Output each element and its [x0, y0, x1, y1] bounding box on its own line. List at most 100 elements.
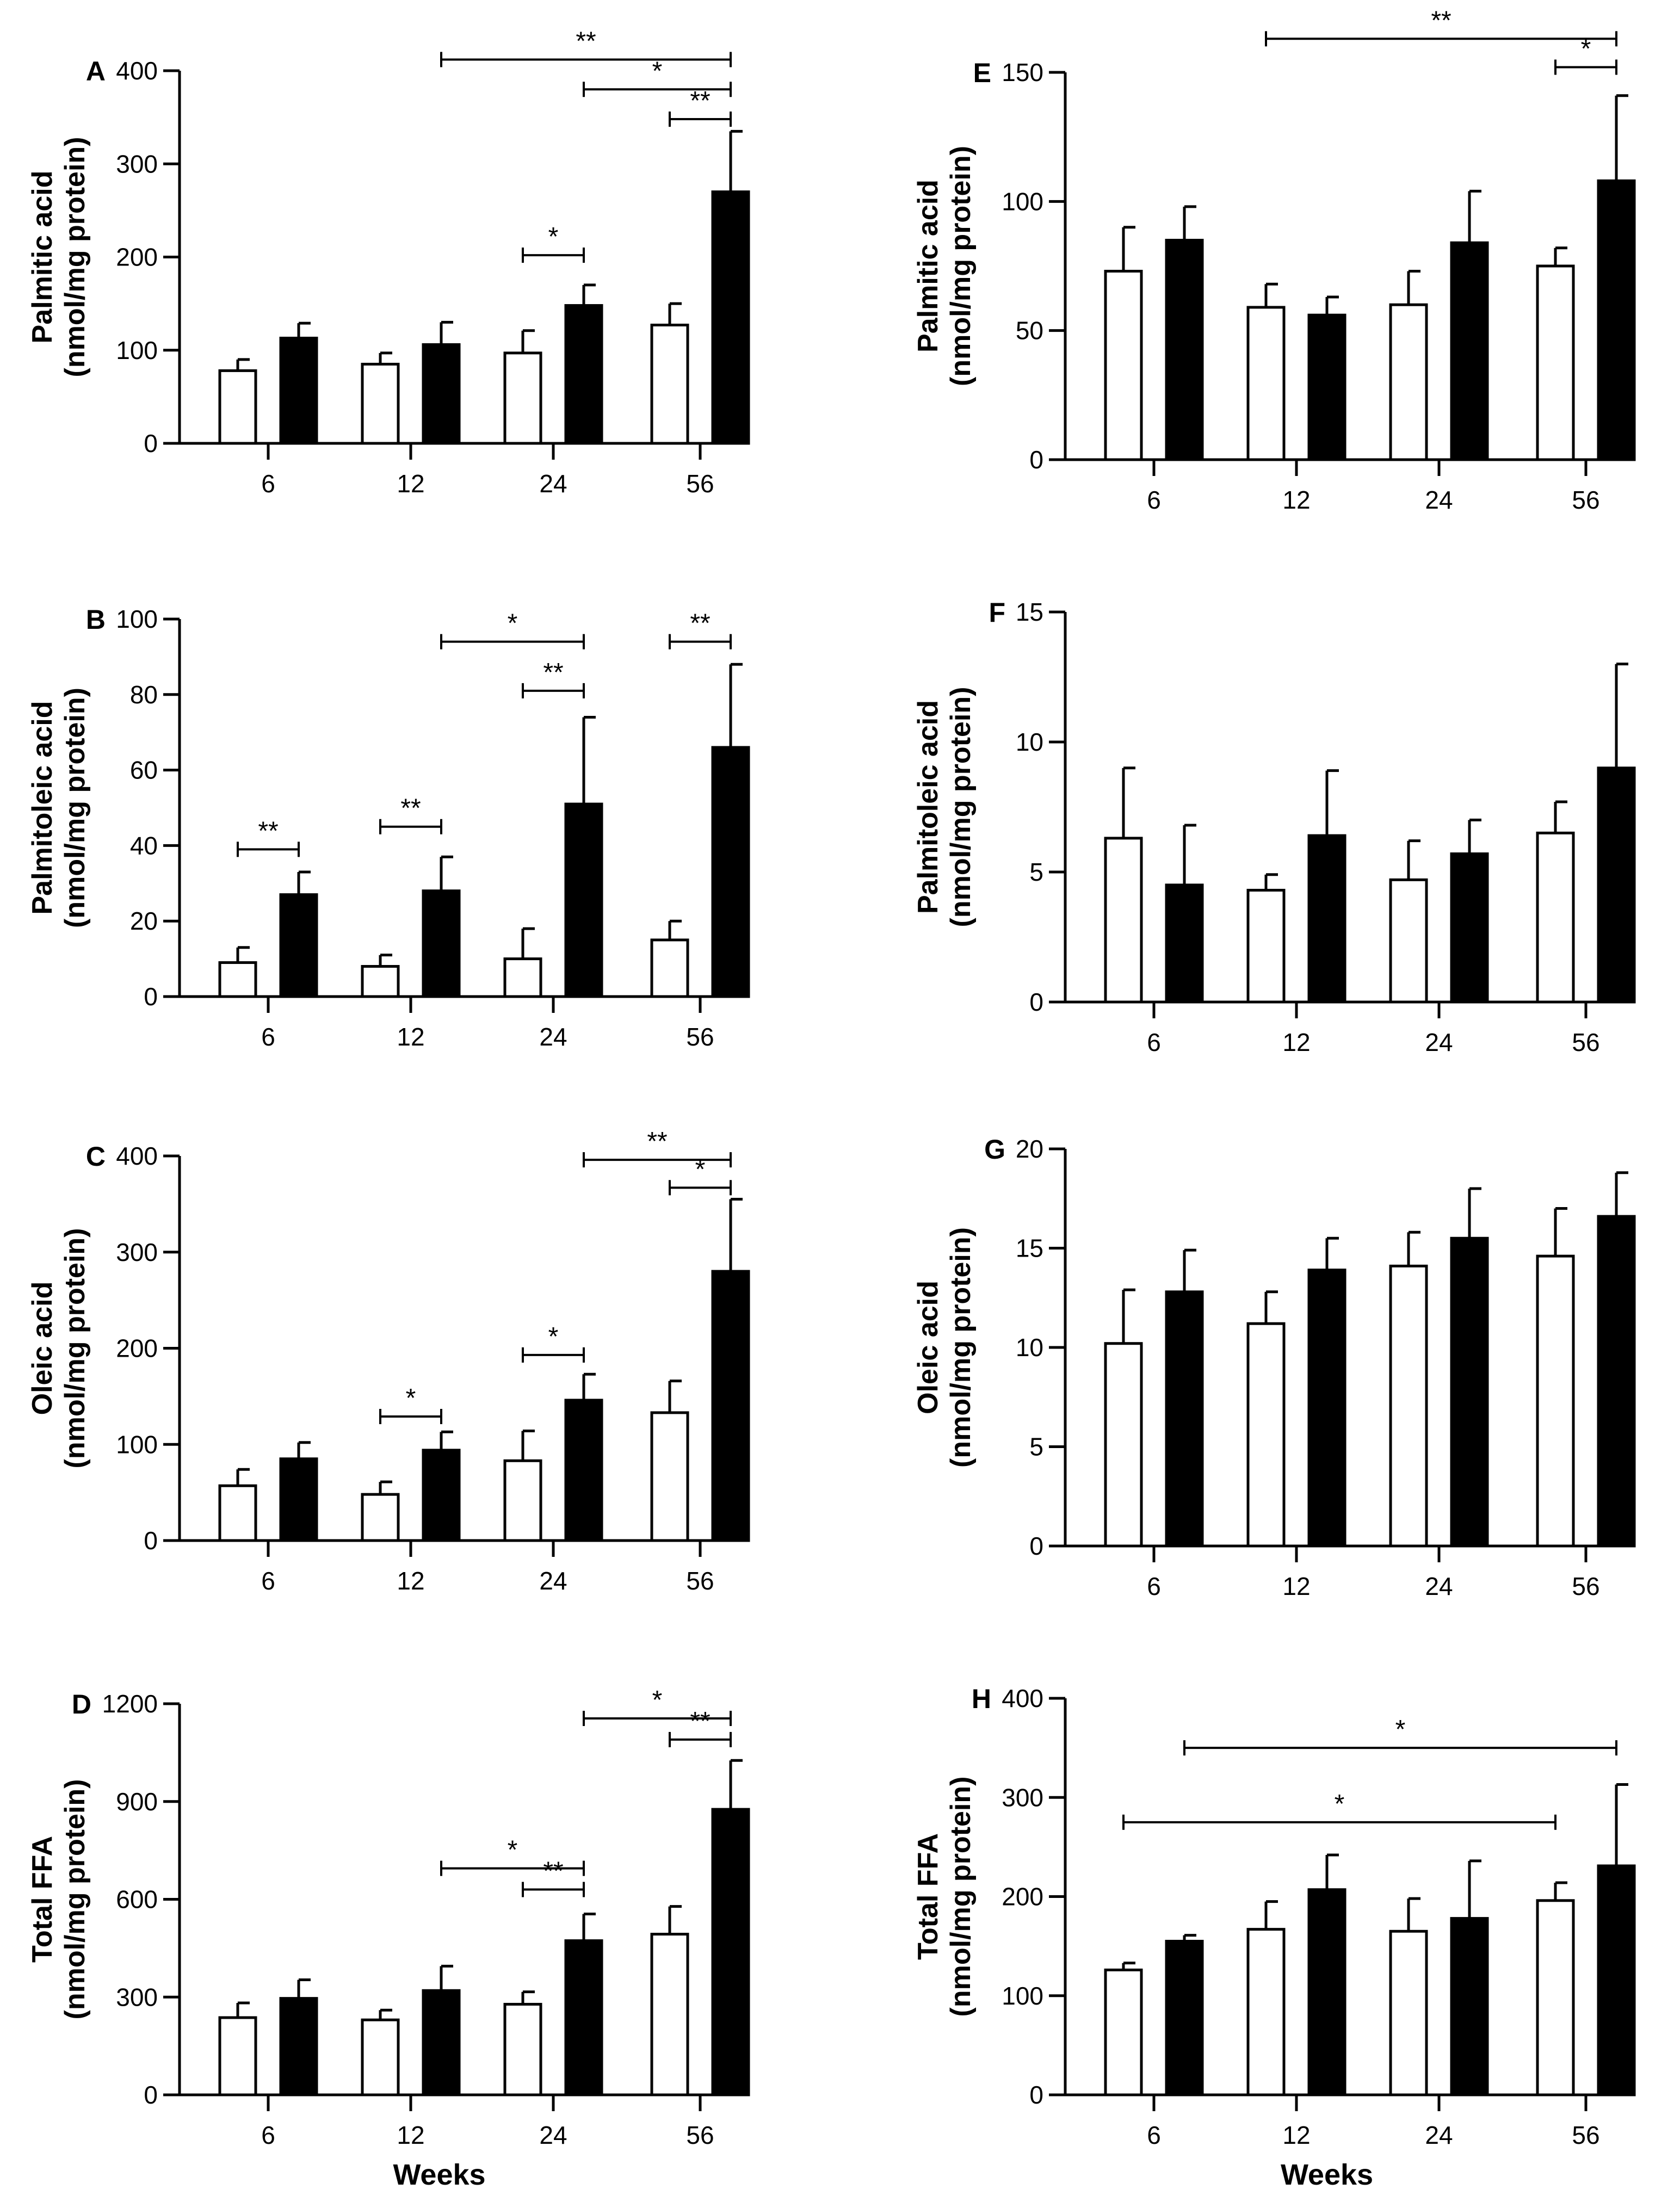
bar-f-treated-week-12 — [1307, 834, 1347, 1004]
x-tick-label-g: 12 — [1282, 1572, 1310, 1600]
x-tick-label-c: 6 — [261, 1567, 275, 1595]
panel-e: 0 50 100 150 E Palmitic acid (nmol/mg protein)… — [912, 6, 1636, 514]
panel-h: 0 100 200 300 400 H Total FFA (nmol/mg protein)… — [912, 1684, 1636, 2191]
y-tick-label-d: 0 — [144, 2081, 158, 2109]
panel-letter-h: H — [972, 1684, 991, 1714]
y-tick-label-b: 0 — [144, 982, 158, 1011]
bar-a-treated-week-56 — [711, 190, 750, 445]
y-tick-label-h: 100 — [1002, 1982, 1043, 2010]
x-tick-label-b: 24 — [539, 1023, 567, 1051]
bar-d-control-week-6 — [218, 2016, 257, 2096]
bar-g-control-week-12 — [1246, 1322, 1286, 1548]
x-tick-label-f: 24 — [1425, 1028, 1453, 1056]
y-tick-label-f: 5 — [1029, 858, 1043, 886]
bar-a-treated-week-6 — [279, 336, 318, 445]
panel-letter-e: E — [973, 58, 991, 88]
panel-b: 0 20 40 60 80 100 B Palmitoleic acid (nmol/mg pr… — [27, 604, 750, 1051]
x-tick-label-g: 6 — [1147, 1572, 1161, 1600]
bar-c-control-week-12 — [361, 1493, 400, 1542]
panel-letter-c: C — [86, 1141, 106, 1172]
panel-c: 0 100 200 300 400 C Oleic acid (nmol/mg protein… — [27, 1127, 750, 1595]
y-axis-label-a: Palmitic acid — [27, 171, 58, 344]
significance-marker-d: ** — [543, 1857, 563, 1886]
x-tick-label-c: 24 — [539, 1567, 567, 1595]
x-tick-label-h: 24 — [1425, 2121, 1453, 2149]
significance-marker-b: * — [508, 609, 518, 638]
x-tick-label-e: 6 — [1147, 486, 1161, 514]
y-axis-label-d: Total FFA — [27, 1836, 58, 1963]
bar-d-treated-week-56 — [711, 1808, 750, 2096]
bar-c-treated-week-24 — [564, 1399, 603, 1542]
bar-f-treated-week-56 — [1597, 766, 1636, 1004]
y-axis-unit-label-a: (nmol/mg protein) — [59, 137, 91, 378]
bar-d-control-week-56 — [650, 1933, 689, 2096]
significance-marker-e: ** — [1431, 6, 1451, 35]
significance-marker-d: * — [508, 1836, 518, 1865]
significance-marker-c: ** — [647, 1127, 667, 1156]
bar-d-control-week-24 — [503, 2002, 542, 2096]
x-tick-label-a: 24 — [539, 469, 567, 498]
x-tick-label-h: 12 — [1282, 2121, 1310, 2149]
y-tick-label-g: 15 — [1016, 1234, 1043, 1263]
x-tick-label-e: 56 — [1572, 486, 1599, 514]
x-tick-label-f: 6 — [1147, 1028, 1161, 1056]
y-axis-unit-label-f: (nmol/mg protein) — [945, 687, 977, 927]
bar-a-control-week-56 — [650, 324, 689, 445]
bar-h-control-week-12 — [1246, 1928, 1286, 2096]
bar-b-control-week-56 — [650, 938, 689, 998]
significance-marker-a: * — [548, 222, 559, 251]
significance-marker-h: * — [1395, 1715, 1406, 1744]
bar-d-treated-week-12 — [422, 1989, 461, 2096]
x-tick-label-a: 6 — [261, 469, 275, 498]
bar-e-treated-week-12 — [1307, 313, 1347, 461]
panel-f: 0 5 10 15 F Palmitoleic acid (nmol/mg protein)… — [912, 597, 1636, 1056]
x-tick-label-e: 12 — [1282, 486, 1310, 514]
bar-f-treated-week-24 — [1450, 852, 1489, 1004]
bar-a-treated-week-12 — [422, 343, 461, 445]
x-tick-label-h: 56 — [1572, 2121, 1599, 2149]
y-axis-unit-label-g: (nmol/mg protein) — [945, 1227, 977, 1468]
y-axis-unit-label-d: (nmol/mg protein) — [59, 1779, 91, 2020]
y-tick-label-d: 900 — [116, 1788, 158, 1816]
y-tick-label-g: 10 — [1016, 1333, 1043, 1362]
x-tick-label-b: 12 — [397, 1023, 424, 1051]
y-axis-unit-label-b: (nmol/mg protein) — [59, 688, 91, 928]
bar-c-treated-week-6 — [279, 1457, 318, 1542]
y-tick-label-g: 0 — [1029, 1532, 1043, 1560]
x-tick-label-b: 6 — [261, 1023, 275, 1051]
y-tick-label-f: 15 — [1016, 598, 1043, 626]
bar-a-control-week-24 — [503, 351, 542, 445]
bar-a-control-week-6 — [218, 369, 257, 445]
x-tick-label-h: 6 — [1147, 2121, 1161, 2149]
bar-f-control-week-12 — [1246, 888, 1286, 1004]
bar-b-treated-week-24 — [564, 802, 603, 998]
y-tick-label-h: 0 — [1029, 2081, 1043, 2109]
bar-a-treated-week-24 — [564, 304, 603, 445]
y-tick-label-f: 10 — [1016, 728, 1043, 756]
x-tick-label-c: 56 — [686, 1567, 714, 1595]
significance-marker-b: ** — [400, 794, 421, 823]
significance-marker-c: * — [548, 1322, 559, 1351]
y-axis-label-e: Palmitic acid — [912, 180, 944, 352]
bar-h-control-week-56 — [1536, 1899, 1575, 2096]
bar-g-treated-week-12 — [1307, 1269, 1347, 1548]
y-tick-label-e: 100 — [1002, 187, 1043, 215]
bar-d-control-week-12 — [361, 2018, 400, 2096]
y-tick-label-c: 0 — [144, 1526, 158, 1555]
significance-marker-b: ** — [258, 817, 278, 845]
x-tick-label-b: 56 — [686, 1023, 714, 1051]
bar-g-treated-week-24 — [1450, 1236, 1489, 1548]
bar-g-treated-week-56 — [1597, 1215, 1636, 1548]
x-tick-label-d: 6 — [261, 2121, 275, 2149]
y-tick-label-b: 20 — [130, 907, 158, 935]
bar-e-control-week-56 — [1536, 264, 1575, 461]
x-tick-label-c: 12 — [397, 1567, 424, 1595]
y-tick-label-h: 400 — [1002, 1684, 1043, 1712]
bar-c-treated-week-56 — [711, 1270, 750, 1542]
y-tick-label-c: 300 — [116, 1238, 158, 1266]
y-axis-unit-label-c: (nmol/mg protein) — [59, 1228, 91, 1469]
y-tick-label-b: 60 — [130, 756, 158, 784]
x-tick-label-e: 24 — [1425, 486, 1453, 514]
panel-letter-f: F — [989, 597, 1005, 628]
bar-a-control-week-12 — [361, 362, 400, 445]
